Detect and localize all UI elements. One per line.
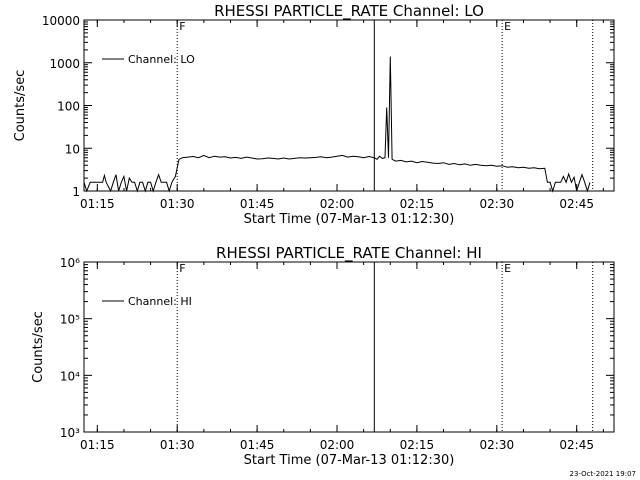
y-tick-label: 10⁵ xyxy=(60,313,80,327)
time-marker-label: F xyxy=(179,262,185,275)
x-tick-label: 02:45 xyxy=(559,197,594,211)
x-axis-title: Start Time (07-Mar-13 01:12:30) xyxy=(244,453,455,468)
y-tick-label: 100 xyxy=(57,100,80,114)
x-tick-label: 01:45 xyxy=(240,197,275,211)
y-axis-title: Counts/sec xyxy=(13,70,28,142)
plot-frame xyxy=(83,261,615,433)
x-tick-label: 02:30 xyxy=(480,438,515,452)
time-marker-label: E xyxy=(504,262,511,275)
chart-title: RHESSI PARTICLE_RATE Channel: HI xyxy=(216,244,482,263)
x-tick-label: 02:00 xyxy=(320,438,355,452)
legend-label: Channel: HI xyxy=(128,295,192,308)
time-marker-label: E xyxy=(504,20,511,33)
x-tick-label: 02:15 xyxy=(400,197,435,211)
time-marker-label: F xyxy=(179,20,185,33)
y-tick-label: 10000 xyxy=(42,14,80,28)
x-tick-label: 02:00 xyxy=(320,197,355,211)
y-axis-title: Counts/sec xyxy=(31,311,46,383)
x-tick-label: 02:30 xyxy=(480,197,515,211)
x-tick-label: 02:45 xyxy=(559,438,594,452)
x-tick-label: 02:15 xyxy=(400,438,435,452)
x-tick-label: 01:30 xyxy=(160,438,195,452)
chart-title: RHESSI PARTICLE_RATE Channel: LO xyxy=(214,2,484,21)
x-tick-label: 01:30 xyxy=(160,197,195,211)
series-line xyxy=(83,56,591,193)
y-tick-label: 1 xyxy=(72,185,80,199)
y-tick-label: 10 xyxy=(65,142,80,156)
y-tick-label: 10⁴ xyxy=(60,369,80,383)
x-axis-title: Start Time (07-Mar-13 01:12:30) xyxy=(244,212,455,227)
x-tick-label: 01:15 xyxy=(80,197,115,211)
x-tick-label: 01:45 xyxy=(240,438,275,452)
plot-frame xyxy=(83,19,615,192)
legend-label: Channel: LO xyxy=(128,53,195,66)
y-tick-label: 10³ xyxy=(60,426,80,440)
timestamp-label: 23-Oct-2021 19:07 xyxy=(570,470,636,478)
y-tick-label: 10⁶ xyxy=(60,256,80,270)
x-tick-label: 01:15 xyxy=(80,438,115,452)
y-tick-label: 1000 xyxy=(49,57,80,71)
